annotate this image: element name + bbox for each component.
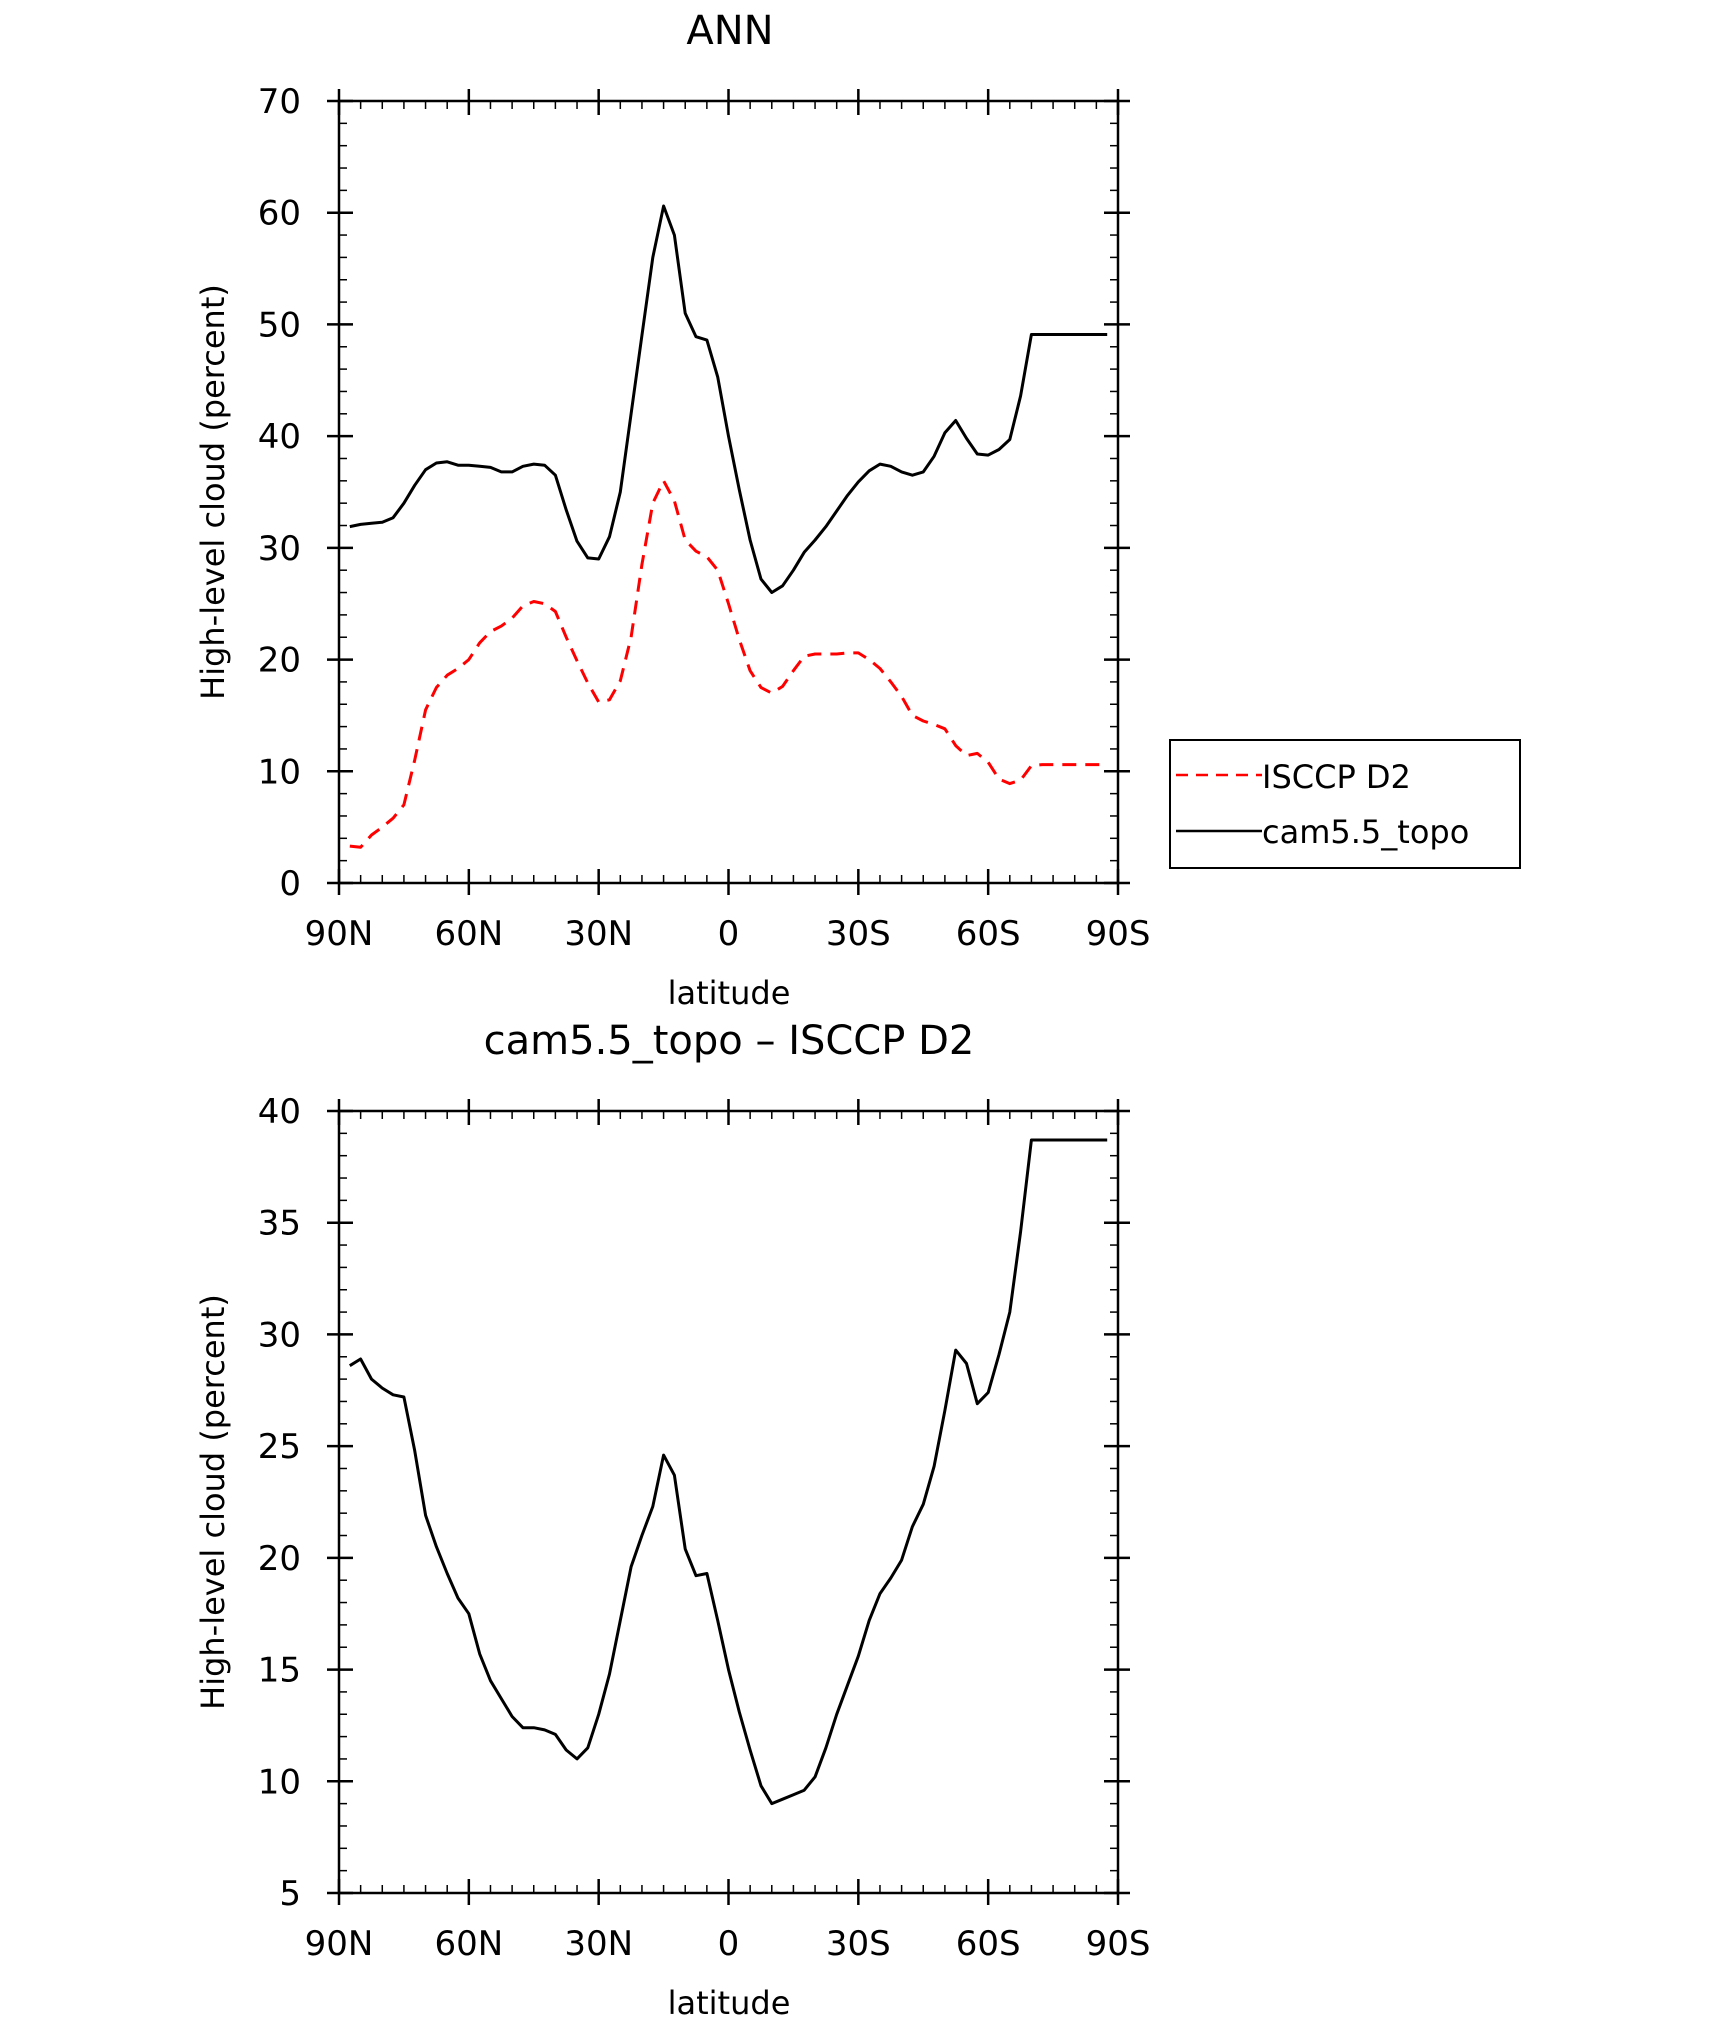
top-x-tick-label: 90S: [1086, 914, 1151, 954]
top-series-line-isccp-d2: [349, 479, 1108, 849]
bottom-x-tick-label: 60S: [956, 1924, 1021, 1964]
bottom-x-tick-label: 30N: [564, 1924, 633, 1964]
legend-label-isccp-d2: ISCCP D2: [1262, 758, 1411, 796]
top-plot-frame: [337, 99, 1120, 885]
top-x-tick-label: 60N: [434, 914, 503, 954]
bottom-panel: cam5.5_topo – ISCCP D2 5 10 15 20 25 30 35 40 90…: [194, 1018, 1150, 2021]
top-x-tick-label: 90N: [305, 914, 374, 954]
bottom-series-line-cam5-5-topo-isccp-d2: [349, 1138, 1108, 1806]
bottom-y-tick-label: 15: [258, 1651, 301, 1691]
top-y-tick-label: 70: [258, 82, 301, 122]
bottom-x-axis-label: latitude: [668, 1984, 791, 2021]
legend: ISCCP D2 cam5.5_topo: [1169, 739, 1521, 869]
top-y-tick-label: 50: [258, 305, 301, 345]
bottom-plot-frame: [337, 1109, 1120, 1895]
bottom-y-tick-label: 20: [258, 1539, 301, 1579]
top-x-axis-label: latitude: [668, 974, 791, 1012]
bottom-y-tick-label: 10: [258, 1762, 301, 1802]
top-series-line-cam5-5-topo: [349, 204, 1108, 594]
top-x-tick-label: 30N: [564, 914, 633, 954]
top-y-tick-label: 10: [258, 752, 301, 792]
top-y-tick-label: 40: [258, 417, 301, 457]
bottom-x-tick-label: 0: [718, 1924, 740, 1964]
bottom-x-tick-label: 90S: [1086, 1924, 1151, 1964]
top-x-tick-label: 0: [718, 914, 740, 954]
top-chart-title: ANN: [686, 8, 773, 54]
bottom-x-tick-label: 90N: [305, 1924, 374, 1964]
top-panel: ANN 0 10 20 30 40 50 60 70 90N 60N 30N 0 30S 60S 90S H…: [194, 8, 1521, 1012]
bottom-y-axis-label: High-level cloud (percent): [194, 1294, 232, 1710]
legend-label-cam55-topo: cam5.5_topo: [1262, 813, 1469, 851]
top-y-tick-label: 0: [279, 864, 301, 904]
bottom-x-tick-label: 30S: [826, 1924, 891, 1964]
bottom-y-tick-label: 35: [258, 1204, 301, 1244]
top-y-tick-label: 20: [258, 641, 301, 681]
top-x-tick-label: 60S: [956, 914, 1021, 954]
bottom-y-tick-label: 25: [258, 1427, 301, 1467]
top-x-tick-label: 30S: [826, 914, 891, 954]
top-y-tick-label: 30: [258, 529, 301, 569]
bottom-y-tick-label: 40: [258, 1092, 301, 1132]
bottom-chart-title: cam5.5_topo – ISCCP D2: [484, 1018, 975, 1064]
bottom-x-tick-label: 60N: [434, 1924, 503, 1964]
bottom-y-tick-label: 30: [258, 1315, 301, 1355]
bottom-y-tick-label: 5: [279, 1874, 301, 1914]
top-y-axis-label: High-level cloud (percent): [194, 284, 232, 700]
top-y-tick-label: 60: [258, 194, 301, 234]
legend-box: [1169, 739, 1521, 869]
